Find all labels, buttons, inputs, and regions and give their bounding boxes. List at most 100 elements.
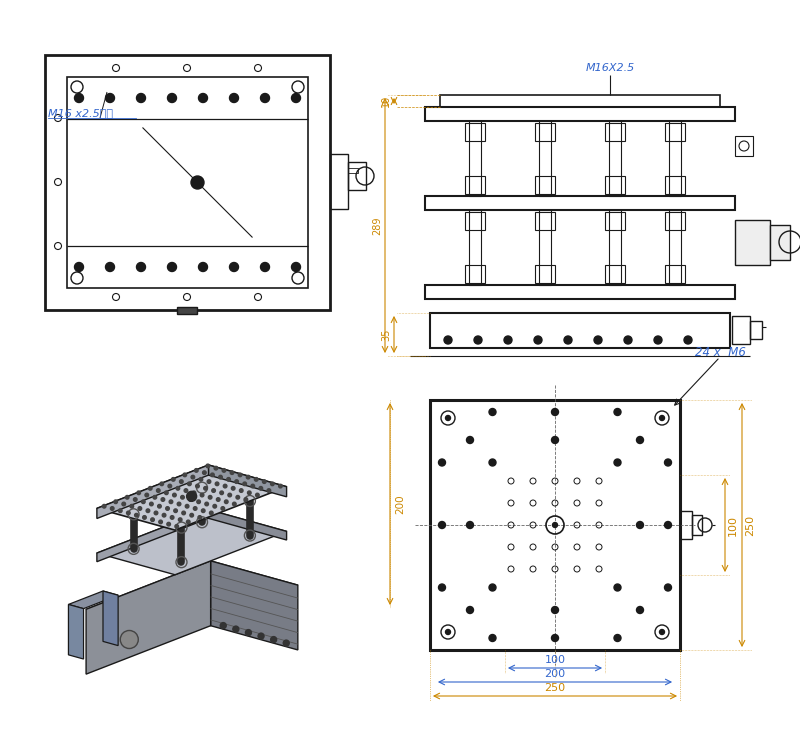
Circle shape bbox=[213, 505, 217, 508]
Polygon shape bbox=[209, 510, 286, 540]
Circle shape bbox=[165, 491, 168, 494]
Bar bbox=[665, 212, 685, 230]
Circle shape bbox=[278, 484, 282, 488]
Circle shape bbox=[118, 509, 122, 513]
Circle shape bbox=[206, 464, 210, 468]
Polygon shape bbox=[97, 510, 209, 562]
Polygon shape bbox=[210, 561, 298, 650]
Bar bbox=[665, 265, 685, 283]
Circle shape bbox=[654, 336, 662, 344]
Circle shape bbox=[446, 630, 450, 635]
Bar bbox=[469, 210, 481, 285]
Circle shape bbox=[207, 480, 210, 483]
Circle shape bbox=[173, 493, 176, 497]
Bar bbox=[465, 123, 485, 141]
Circle shape bbox=[137, 94, 146, 103]
Circle shape bbox=[198, 516, 202, 520]
Circle shape bbox=[624, 336, 632, 344]
Circle shape bbox=[637, 437, 643, 443]
Text: 200: 200 bbox=[395, 494, 405, 514]
Circle shape bbox=[178, 518, 182, 522]
Circle shape bbox=[220, 491, 223, 494]
Bar bbox=[535, 123, 555, 141]
Circle shape bbox=[170, 516, 174, 520]
Circle shape bbox=[218, 475, 222, 479]
Circle shape bbox=[233, 503, 236, 505]
Bar bbox=[425, 196, 735, 210]
Circle shape bbox=[438, 584, 446, 591]
Circle shape bbox=[110, 507, 114, 511]
Bar bbox=[177, 307, 197, 314]
Circle shape bbox=[553, 522, 558, 528]
Circle shape bbox=[212, 488, 215, 492]
Circle shape bbox=[102, 505, 106, 508]
Circle shape bbox=[236, 495, 239, 499]
Circle shape bbox=[220, 622, 226, 629]
Bar bbox=[665, 176, 685, 194]
Polygon shape bbox=[97, 510, 286, 575]
Circle shape bbox=[106, 94, 114, 103]
Circle shape bbox=[214, 466, 218, 470]
Circle shape bbox=[192, 491, 196, 494]
Circle shape bbox=[474, 336, 482, 344]
Circle shape bbox=[157, 488, 160, 492]
Bar bbox=[348, 162, 366, 190]
Circle shape bbox=[684, 336, 692, 344]
Bar bbox=[692, 515, 702, 535]
Bar bbox=[535, 212, 555, 230]
Circle shape bbox=[202, 471, 206, 474]
Circle shape bbox=[210, 511, 213, 515]
Circle shape bbox=[171, 477, 175, 481]
Circle shape bbox=[255, 493, 259, 497]
Circle shape bbox=[194, 469, 198, 472]
Bar bbox=[440, 95, 720, 107]
Circle shape bbox=[235, 480, 238, 483]
Circle shape bbox=[145, 493, 149, 497]
Bar bbox=[735, 136, 753, 156]
Circle shape bbox=[146, 509, 150, 513]
Circle shape bbox=[158, 505, 162, 508]
Circle shape bbox=[215, 482, 219, 486]
Circle shape bbox=[126, 511, 130, 515]
Circle shape bbox=[238, 473, 242, 477]
Text: 100: 100 bbox=[545, 655, 566, 665]
Circle shape bbox=[184, 488, 188, 492]
Circle shape bbox=[267, 488, 270, 492]
Bar bbox=[430, 313, 730, 348]
Circle shape bbox=[291, 94, 301, 103]
Circle shape bbox=[167, 522, 170, 526]
Bar bbox=[680, 511, 692, 539]
Bar bbox=[430, 400, 680, 650]
Circle shape bbox=[221, 507, 225, 511]
Circle shape bbox=[233, 626, 239, 632]
Bar bbox=[770, 225, 790, 260]
Circle shape bbox=[261, 262, 270, 271]
Circle shape bbox=[137, 262, 146, 271]
Circle shape bbox=[551, 607, 558, 613]
Bar bbox=[735, 220, 770, 265]
Circle shape bbox=[153, 495, 157, 499]
Circle shape bbox=[246, 630, 251, 636]
Circle shape bbox=[142, 516, 146, 520]
Circle shape bbox=[230, 471, 234, 474]
Circle shape bbox=[438, 459, 446, 466]
Circle shape bbox=[179, 480, 183, 483]
Bar bbox=[535, 265, 555, 283]
Circle shape bbox=[194, 507, 197, 511]
Circle shape bbox=[223, 484, 227, 488]
Circle shape bbox=[167, 262, 177, 271]
Circle shape bbox=[594, 336, 602, 344]
Circle shape bbox=[210, 473, 214, 477]
Polygon shape bbox=[86, 561, 210, 674]
Circle shape bbox=[183, 473, 186, 477]
Circle shape bbox=[134, 514, 138, 517]
Circle shape bbox=[134, 498, 137, 501]
Circle shape bbox=[243, 482, 246, 486]
Circle shape bbox=[270, 482, 274, 486]
Circle shape bbox=[186, 491, 197, 501]
Circle shape bbox=[187, 482, 191, 486]
Circle shape bbox=[246, 475, 250, 479]
Circle shape bbox=[637, 522, 643, 528]
Bar bbox=[539, 210, 551, 285]
Circle shape bbox=[190, 514, 194, 517]
